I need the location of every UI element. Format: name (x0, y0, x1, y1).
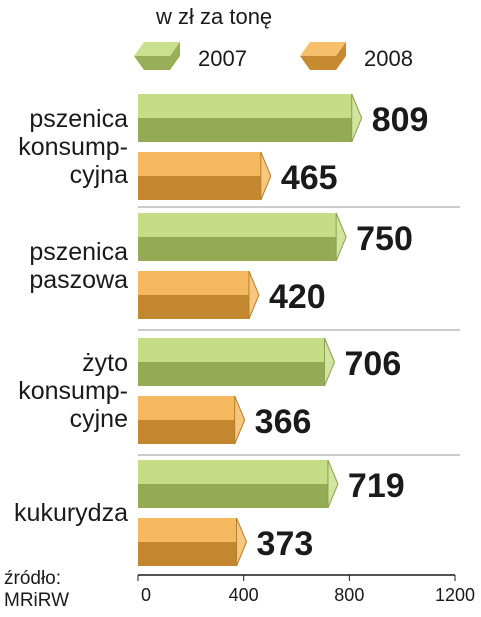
bar-bottom-2007-3 (138, 362, 325, 386)
bar-top-2007-3 (138, 338, 325, 362)
category-label-4-line-1: kukurydza (14, 499, 128, 527)
bar-top-2008-4 (138, 518, 237, 542)
legend-swatch-side-2007 (134, 42, 180, 70)
source-note: źródło: MRiRW (4, 568, 69, 612)
bar-tip-2008-4 (236, 517, 248, 567)
legend-label-2007: 2007 (198, 46, 247, 71)
category-label-1-line-1: pszenica (29, 105, 128, 133)
bar-bottom-2007-1 (138, 118, 352, 142)
legend-swatch-top-2007 (134, 42, 180, 56)
x-tick-label-0: 0 (141, 585, 151, 605)
x-tick-label-400: 400 (229, 585, 259, 605)
value-label-2008-3: 366 (255, 403, 312, 441)
bar-bottom-2007-2 (138, 237, 337, 261)
bar-top-2008-1 (138, 152, 261, 176)
x-tick-label-800: 800 (334, 585, 364, 605)
value-label-2007-3: 706 (345, 345, 402, 383)
category-label-3-line-2: konsump- (18, 377, 128, 405)
source-name: MRiRW (4, 590, 70, 611)
bar-tip-2008-3 (234, 395, 246, 445)
value-label-2008-1: 465 (281, 159, 338, 197)
value-label-2007-4: 719 (348, 467, 405, 505)
bar-bottom-2008-2 (138, 295, 249, 319)
category-label-3-line-1: żyto (82, 349, 128, 377)
bar-tip-2008-1 (260, 151, 272, 201)
category-label-2-line-2: paszowa (29, 266, 128, 294)
bar-top-2007-2 (138, 213, 337, 237)
x-tick-label-1200: 1200 (435, 585, 475, 605)
bar-bottom-2008-1 (138, 176, 261, 200)
category-label-1-line-3: cyjna (70, 161, 128, 189)
bar-bottom-2007-4 (138, 484, 328, 508)
bar-top-2007-1 (138, 94, 352, 118)
category-label-2-line-1: pszenica (29, 238, 128, 266)
bar-bottom-2008-4 (138, 542, 237, 566)
legend-swatch-side-2008 (300, 42, 346, 70)
value-label-2008-4: 373 (257, 525, 314, 563)
source-label: źródło: (4, 568, 62, 589)
legend-swatch-top-2008 (300, 42, 346, 56)
bar-tip-2007-3 (324, 337, 336, 387)
bar-top-2008-2 (138, 271, 249, 295)
bar-tip-2008-2 (248, 270, 260, 320)
category-label-1-line-2: konsump- (18, 133, 128, 161)
bar-tip-2007-1 (351, 93, 363, 143)
value-label-2007-2: 750 (356, 220, 413, 258)
value-label-2007-1: 809 (372, 101, 429, 139)
bar-tip-2007-2 (335, 212, 347, 262)
category-label-3-line-3: cyjne (70, 405, 128, 433)
bar-top-2008-3 (138, 396, 235, 420)
bar-tip-2007-4 (327, 459, 339, 509)
value-label-2008-2: 420 (269, 278, 326, 316)
bar-top-2007-4 (138, 460, 328, 484)
chart-subtitle: w zł za tonę (155, 4, 272, 29)
legend-label-2008: 2008 (364, 46, 413, 71)
bar-bottom-2008-3 (138, 420, 235, 444)
